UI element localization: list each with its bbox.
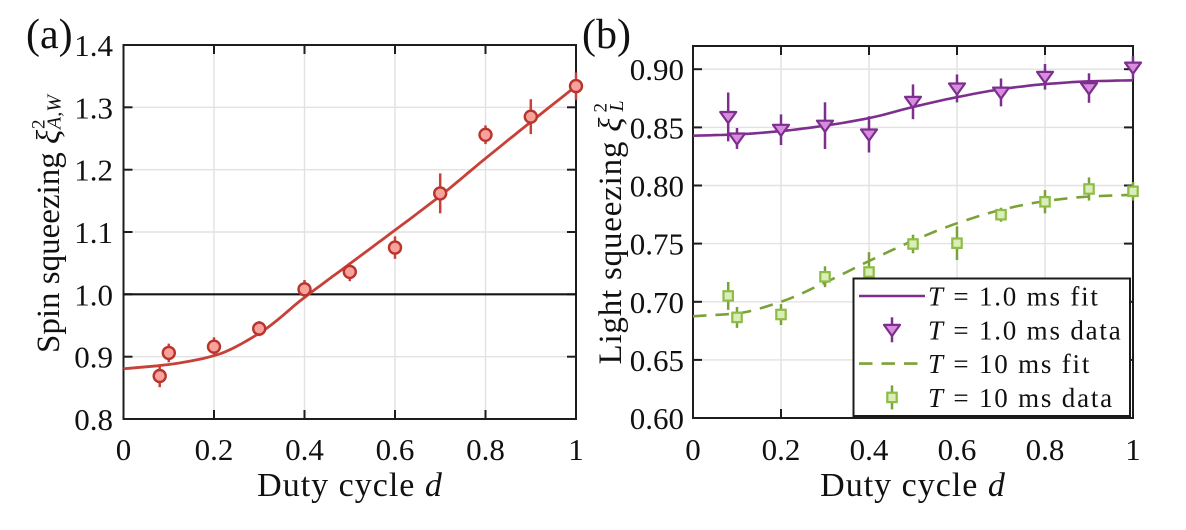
svg-text:0.4: 0.4 (285, 432, 324, 467)
svg-text:0.60: 0.60 (630, 401, 684, 436)
svg-text:T = 1.0 ms fit: T = 1.0 ms fit (928, 282, 1100, 312)
svg-text:0.2: 0.2 (762, 432, 801, 467)
svg-text:2: 2 (29, 120, 50, 130)
svg-text:T = 10 ms fit: T = 10 ms fit (928, 349, 1091, 379)
svg-text:1: 1 (1125, 432, 1141, 467)
svg-text:2: 2 (591, 103, 612, 113)
svg-text:(b): (b) (582, 12, 631, 58)
svg-text:0: 0 (685, 432, 701, 467)
svg-text:Spin squeezing ξ: Spin squeezing ξ (31, 129, 67, 353)
svg-text:0.9: 0.9 (74, 340, 113, 375)
svg-text:Duty cycle d: Duty cycle d (257, 467, 443, 504)
svg-text:0.2: 0.2 (195, 432, 234, 467)
svg-text:Duty cycle d: Duty cycle d (820, 467, 1006, 504)
svg-text:Light squeezing ξ: Light squeezing ξ (593, 117, 629, 365)
svg-text:0.6: 0.6 (376, 432, 415, 467)
svg-text:0.70: 0.70 (630, 285, 684, 320)
svg-text:1.1: 1.1 (74, 215, 113, 250)
svg-text:0.8: 0.8 (466, 432, 505, 467)
svg-text:0.90: 0.90 (630, 52, 684, 87)
svg-text:T = 1.0 ms data: T = 1.0 ms data (928, 315, 1122, 345)
svg-text:1.4: 1.4 (74, 28, 113, 63)
svg-text:1: 1 (568, 432, 584, 467)
svg-text:0: 0 (116, 432, 132, 467)
svg-text:1.3: 1.3 (74, 90, 113, 125)
svg-text:0.8: 0.8 (74, 402, 113, 437)
svg-text:0.80: 0.80 (630, 169, 684, 204)
svg-text:0.6: 0.6 (938, 432, 977, 467)
svg-text:1.0: 1.0 (74, 277, 113, 312)
svg-text:L: L (606, 100, 628, 112)
svg-text:0.75: 0.75 (630, 227, 684, 262)
svg-text:0.4: 0.4 (850, 432, 889, 467)
svg-text:(a): (a) (26, 12, 73, 58)
svg-text:A,W: A,W (44, 93, 66, 131)
svg-text:T = 10 ms data: T = 10 ms data (928, 383, 1114, 413)
svg-text:1.2: 1.2 (74, 153, 113, 188)
svg-text:0.65: 0.65 (630, 343, 684, 378)
svg-text:0.8: 0.8 (1026, 432, 1065, 467)
svg-text:0.85: 0.85 (630, 110, 684, 145)
